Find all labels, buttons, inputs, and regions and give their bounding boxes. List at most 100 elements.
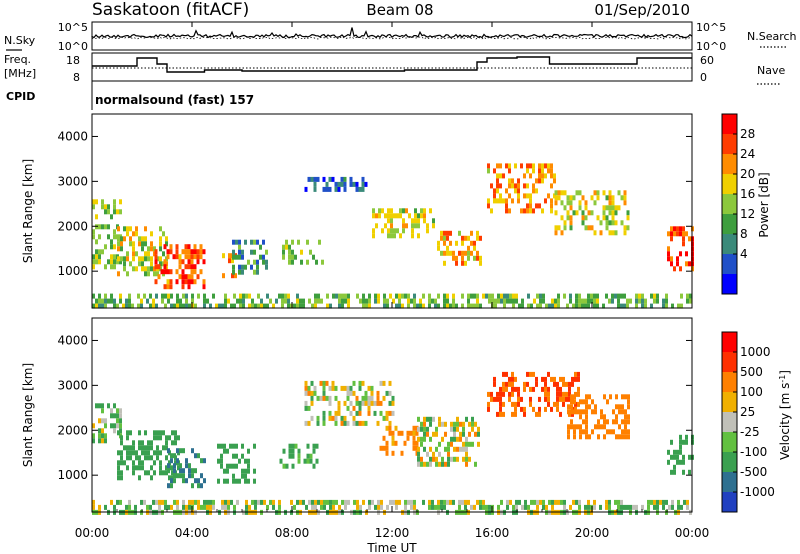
echo-cell (569, 225, 573, 231)
echo-cell (545, 303, 548, 309)
echo-cell (417, 416, 420, 422)
echo-cell (547, 396, 550, 402)
echo-cell (173, 499, 176, 505)
freq-panel-frame (91, 52, 693, 82)
echo-cell (452, 250, 455, 256)
echo-cell (496, 163, 499, 169)
echo-cell (282, 254, 285, 260)
echo-cell (184, 244, 188, 250)
echo-cell (422, 293, 425, 299)
echo-cell (356, 499, 359, 505)
echo-cell (202, 279, 206, 285)
echo-cell (490, 208, 493, 214)
echo-cell (224, 499, 227, 505)
echo-cell (326, 293, 329, 299)
echo-cell (187, 254, 191, 260)
echo-cell (517, 386, 520, 392)
echo-cell (341, 298, 344, 304)
echo-cell (194, 499, 197, 505)
echo-cell (461, 255, 464, 261)
echo-cell (349, 410, 353, 416)
echo-cell (553, 178, 556, 184)
echo-cell (156, 435, 159, 441)
echo-cell (196, 259, 200, 265)
echo-cell (150, 455, 153, 461)
echo-cell (470, 303, 473, 309)
echo-cell (570, 419, 573, 425)
echo-cell (443, 250, 446, 256)
echo-cell (290, 499, 293, 505)
echo-cell (383, 303, 386, 309)
echo-cell (517, 391, 520, 397)
echo-cell (137, 303, 140, 309)
echo-cell (167, 468, 170, 474)
echo-cell (314, 293, 317, 299)
echo-cell (92, 264, 95, 270)
echo-cell (340, 181, 344, 187)
echo-cell (596, 303, 599, 309)
echo-cell (152, 298, 155, 304)
echo-cell (417, 218, 420, 224)
echo-cell (203, 499, 206, 505)
echo-cell (429, 416, 432, 422)
echo-cell (468, 431, 471, 437)
echo-cell (627, 429, 630, 435)
echo-cell (95, 303, 98, 309)
echo-cell (193, 244, 197, 250)
echo-cell (314, 303, 317, 309)
echo-cell (92, 499, 95, 505)
echo-cell (173, 468, 176, 474)
echo-cell (164, 504, 167, 510)
echo-cell (511, 381, 514, 387)
echo-cell (391, 435, 395, 441)
echo-cell (167, 298, 170, 304)
echo-cell (662, 303, 665, 309)
echo-cell (541, 173, 544, 179)
echo-cell (140, 298, 143, 304)
echo-cell (611, 230, 615, 236)
echo-cell (135, 231, 138, 237)
echo-cell (197, 483, 200, 489)
echo-cell (174, 430, 177, 436)
echo-cell (461, 240, 464, 246)
echo-cell (344, 293, 347, 299)
echo-cell (650, 293, 653, 299)
echo-cell (278, 293, 281, 299)
echo-cell (512, 504, 515, 510)
echo-cell (443, 499, 446, 505)
echo-cell (506, 298, 509, 304)
echo-cell (92, 423, 95, 429)
echo-cell (199, 244, 203, 250)
echo-cell (476, 293, 479, 299)
colorbar-segment (722, 154, 737, 174)
echo-cell (358, 405, 362, 411)
echo-cell (578, 190, 582, 196)
echo-cell (297, 239, 300, 245)
echo-cell (229, 463, 232, 469)
echo-cell (153, 246, 156, 252)
echo-cell (376, 395, 380, 401)
echo-cell (188, 468, 191, 474)
echo-cell (146, 298, 149, 304)
echo-cell (332, 293, 335, 299)
echo-cell (388, 380, 392, 386)
echo-cell (679, 449, 682, 455)
echo-cell (376, 400, 380, 406)
echo-cell (104, 209, 107, 215)
echo-cell (355, 410, 359, 416)
echo-cell (565, 396, 568, 402)
echo-cell (116, 259, 119, 265)
echo-cell (514, 411, 517, 417)
echo-cell (165, 241, 168, 247)
echo-cell (569, 220, 573, 226)
echo-cell (551, 499, 554, 505)
echo-cell (548, 499, 551, 505)
echo-cell (362, 303, 365, 309)
colorbar-tick-label: -500 (740, 465, 767, 479)
echo-cell (621, 409, 624, 415)
y-tick-label: 3000 (57, 174, 88, 188)
echo-cell (544, 406, 547, 412)
echo-cell (299, 298, 302, 304)
echo-cell (547, 371, 550, 377)
echo-cell (347, 499, 350, 505)
